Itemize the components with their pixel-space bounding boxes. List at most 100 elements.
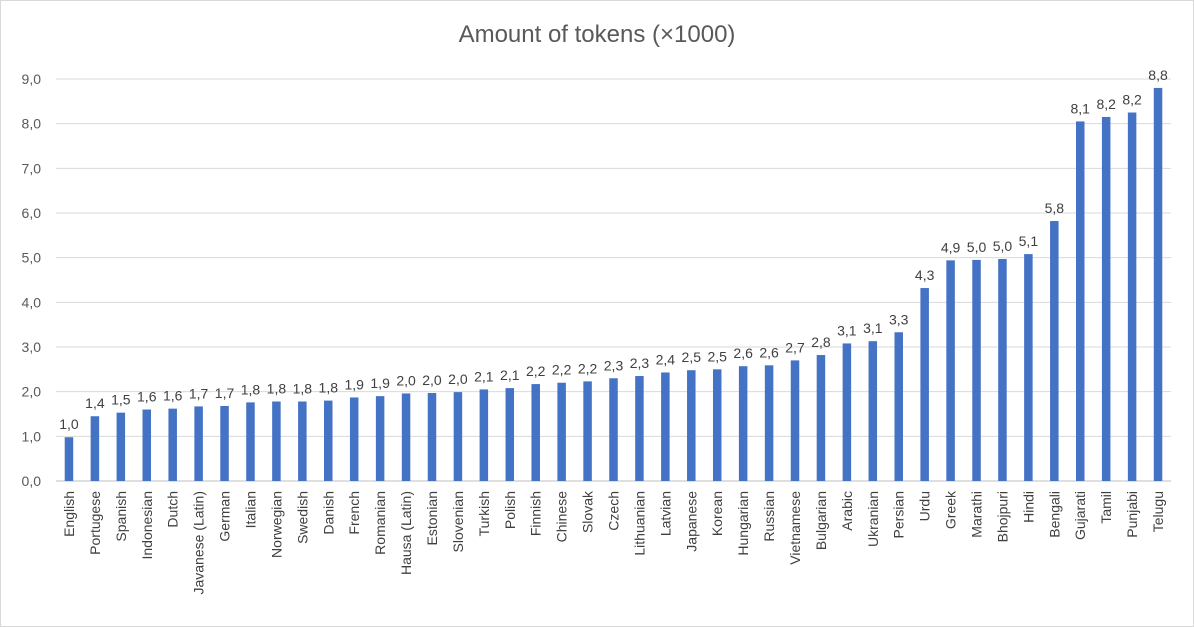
category-label: Vietnamese	[787, 491, 803, 565]
y-tick-label: 8,0	[22, 116, 42, 132]
bar	[790, 360, 800, 481]
bar	[1024, 254, 1033, 481]
category-label: Tamil	[1098, 491, 1114, 524]
bar	[1101, 116, 1111, 481]
bar	[712, 369, 722, 481]
bar	[583, 381, 592, 481]
bar	[64, 437, 74, 481]
category-label: Hungarian	[735, 491, 751, 556]
data-label: 4,9	[941, 239, 961, 255]
category-label: Slovak	[580, 490, 596, 533]
y-tick-label: 7,0	[22, 160, 42, 176]
category-label: Urdu	[917, 491, 933, 521]
data-label: 2,4	[656, 351, 676, 367]
data-label: 2,6	[733, 345, 753, 361]
category-label: Arabic	[839, 491, 855, 531]
category-label: Hindi	[1020, 491, 1036, 523]
bar	[894, 332, 903, 481]
category-label: Japanese	[683, 491, 699, 552]
data-label: 5,8	[1045, 200, 1065, 216]
bar	[324, 400, 333, 481]
category-label: English	[61, 491, 77, 537]
bar	[531, 384, 540, 481]
data-label: 2,1	[474, 368, 494, 384]
category-label: Javanese (Latin)	[191, 491, 207, 595]
category-label: Dutch	[165, 491, 181, 528]
data-label: 2,3	[630, 355, 650, 371]
bar	[349, 397, 359, 481]
category-label: Punjabi	[1124, 491, 1140, 538]
bar	[609, 378, 618, 481]
data-label: 1,5	[111, 392, 131, 408]
data-label: 1,6	[137, 389, 157, 405]
bar	[375, 396, 385, 481]
y-tick-label: 1,0	[22, 428, 42, 444]
bar	[1153, 87, 1163, 481]
data-label: 2,0	[396, 372, 416, 388]
data-label: 1,8	[319, 380, 339, 396]
bar	[479, 389, 489, 481]
bar	[298, 401, 307, 481]
data-label: 2,2	[552, 362, 572, 378]
category-label: Telugu	[1150, 491, 1166, 532]
bar	[687, 370, 696, 481]
x-axis-categories: English Portugese Spanish Indonesian Dutch Ja…	[61, 490, 1166, 595]
y-tick-label: 4,0	[22, 294, 42, 310]
bar	[661, 372, 670, 481]
category-label: Czech	[606, 491, 622, 531]
bar	[142, 409, 152, 481]
bar	[1050, 221, 1059, 482]
data-label: 2,7	[785, 339, 805, 355]
category-label: Marathi	[969, 491, 985, 538]
category-label: Chinese	[554, 491, 570, 543]
category-label: Finnish	[528, 491, 544, 536]
category-label: Portugese	[87, 491, 103, 555]
data-label: 1,9	[370, 375, 390, 391]
data-label: 2,8	[811, 334, 831, 350]
data-label: 2,1	[500, 367, 520, 383]
category-label: Italian	[242, 491, 258, 528]
bar	[842, 343, 852, 481]
y-tick-label: 3,0	[22, 339, 42, 355]
data-label: 1,4	[85, 395, 105, 411]
bar	[816, 355, 826, 481]
category-label: Greek	[943, 490, 959, 529]
bar	[427, 393, 437, 481]
bar	[401, 393, 411, 481]
category-label: Ukranian	[865, 491, 881, 547]
category-label: Norwegian	[268, 491, 284, 558]
data-label: 3,1	[837, 322, 857, 338]
bar	[220, 405, 229, 481]
category-label: Hausa (Latin)	[398, 491, 414, 575]
bar	[738, 366, 748, 481]
data-label: 1,7	[189, 385, 209, 401]
data-label: 1,0	[59, 416, 79, 432]
data-label: 1,8	[267, 380, 287, 396]
y-tick-label: 9,0	[22, 71, 42, 87]
bar	[246, 402, 255, 481]
data-label: 4,3	[915, 267, 935, 283]
category-label: French	[346, 491, 362, 535]
data-label: 5,0	[993, 238, 1013, 254]
y-tick-label: 2,0	[22, 384, 42, 400]
category-label: Korean	[709, 491, 725, 536]
bar	[168, 408, 177, 481]
data-label: 1,7	[215, 385, 235, 401]
category-label: Swedish	[294, 491, 310, 544]
data-label: 2,3	[604, 357, 624, 373]
data-label: 2,2	[578, 360, 598, 376]
bar	[920, 288, 929, 481]
data-label: 8,2	[1096, 96, 1116, 112]
data-label: 3,3	[889, 311, 909, 327]
data-label: 1,8	[293, 380, 313, 396]
bar	[90, 416, 100, 481]
category-label: Spanish	[113, 491, 129, 542]
data-label: 2,5	[707, 348, 727, 364]
bar	[453, 392, 463, 481]
category-label: Bengali	[1046, 491, 1062, 538]
bar	[116, 412, 126, 481]
bar	[272, 401, 281, 481]
bar	[868, 341, 878, 481]
